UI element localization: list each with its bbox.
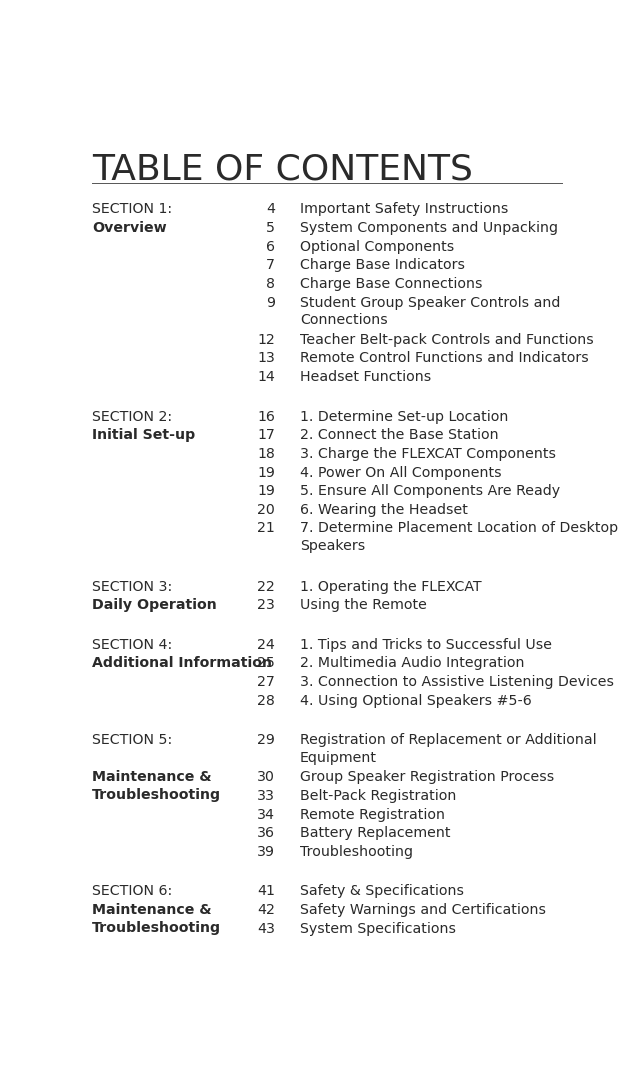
Text: 5: 5 (266, 221, 275, 235)
Text: Student Group Speaker Controls and
Connections: Student Group Speaker Controls and Conne… (300, 295, 560, 327)
Text: 8: 8 (266, 277, 275, 291)
Text: 25: 25 (257, 656, 275, 670)
Text: 19: 19 (257, 485, 275, 499)
Text: 18: 18 (257, 447, 275, 461)
Text: Remote Control Functions and Indicators: Remote Control Functions and Indicators (300, 351, 588, 365)
Text: 7. Determine Placement Location of Desktop
Speakers: 7. Determine Placement Location of Deskt… (300, 521, 618, 554)
Text: 19: 19 (257, 465, 275, 479)
Text: 27: 27 (257, 675, 275, 689)
Text: 17: 17 (257, 429, 275, 443)
Text: Belt-Pack Registration: Belt-Pack Registration (300, 789, 456, 803)
Text: 21: 21 (257, 521, 275, 535)
Text: 2. Multimedia Audio Integration: 2. Multimedia Audio Integration (300, 656, 524, 670)
Text: SECTION 3:: SECTION 3: (92, 579, 172, 593)
Text: System Components and Unpacking: System Components and Unpacking (300, 221, 558, 235)
Text: Charge Base Indicators: Charge Base Indicators (300, 258, 464, 272)
Text: 22: 22 (257, 579, 275, 593)
Text: 6: 6 (266, 239, 275, 253)
Text: Optional Components: Optional Components (300, 239, 454, 253)
Text: 4: 4 (266, 202, 275, 216)
Text: 33: 33 (257, 789, 275, 803)
Text: 1. Tips and Tricks to Successful Use: 1. Tips and Tricks to Successful Use (300, 638, 552, 652)
Text: SECTION 1:: SECTION 1: (92, 202, 172, 216)
Text: 4. Using Optional Speakers #5-6: 4. Using Optional Speakers #5-6 (300, 694, 531, 708)
Text: Safety Warnings and Certifications: Safety Warnings and Certifications (300, 903, 545, 917)
Text: Group Speaker Registration Process: Group Speaker Registration Process (300, 770, 554, 784)
Text: Remote Registration: Remote Registration (300, 808, 445, 822)
Text: Daily Operation: Daily Operation (92, 598, 217, 612)
Text: 28: 28 (257, 694, 275, 708)
Text: Overview: Overview (92, 221, 167, 235)
Text: SECTION 2:: SECTION 2: (92, 409, 172, 423)
Text: 16: 16 (257, 409, 275, 423)
Text: 14: 14 (257, 370, 275, 384)
Text: Battery Replacement: Battery Replacement (300, 826, 450, 840)
Text: Safety & Specifications: Safety & Specifications (300, 884, 464, 898)
Text: Additional Information: Additional Information (92, 656, 272, 670)
Text: 36: 36 (257, 826, 275, 840)
Text: SECTION 4:: SECTION 4: (92, 638, 172, 652)
Text: Registration of Replacement or Additional
Equipment: Registration of Replacement or Additiona… (300, 733, 597, 765)
Text: 30: 30 (257, 770, 275, 784)
Text: Important Safety Instructions: Important Safety Instructions (300, 202, 508, 216)
Text: 1. Operating the FLEXCAT: 1. Operating the FLEXCAT (300, 579, 482, 593)
Text: 9: 9 (266, 295, 275, 309)
Text: 23: 23 (257, 598, 275, 612)
Text: 4. Power On All Components: 4. Power On All Components (300, 465, 501, 479)
Text: Initial Set-up: Initial Set-up (92, 429, 195, 443)
Text: 6. Wearing the Headset: 6. Wearing the Headset (300, 503, 468, 517)
Text: 20: 20 (257, 503, 275, 517)
Text: Maintenance &
Troubleshooting: Maintenance & Troubleshooting (92, 770, 221, 802)
Text: 13: 13 (257, 351, 275, 365)
Text: 2. Connect the Base Station: 2. Connect the Base Station (300, 429, 498, 443)
Text: 5. Ensure All Components Are Ready: 5. Ensure All Components Are Ready (300, 485, 560, 499)
Text: 3. Charge the FLEXCAT Components: 3. Charge the FLEXCAT Components (300, 447, 556, 461)
Text: Headset Functions: Headset Functions (300, 370, 431, 384)
Text: 12: 12 (257, 333, 275, 347)
Text: 34: 34 (257, 808, 275, 822)
Text: SECTION 6:: SECTION 6: (92, 884, 172, 898)
Text: Charge Base Connections: Charge Base Connections (300, 277, 482, 291)
Text: TABLE OF CONTENTS: TABLE OF CONTENTS (92, 153, 473, 186)
Text: 41: 41 (257, 884, 275, 898)
Text: 43: 43 (257, 922, 275, 936)
Text: 42: 42 (257, 903, 275, 917)
Text: SECTION 5:: SECTION 5: (92, 733, 172, 747)
Text: Using the Remote: Using the Remote (300, 598, 427, 612)
Text: 29: 29 (257, 733, 275, 747)
Text: System Specifications: System Specifications (300, 922, 456, 936)
Text: Troubleshooting: Troubleshooting (300, 845, 413, 859)
Text: 1. Determine Set-up Location: 1. Determine Set-up Location (300, 409, 508, 423)
Text: 3. Connection to Assistive Listening Devices: 3. Connection to Assistive Listening Dev… (300, 675, 614, 689)
Text: 39: 39 (257, 845, 275, 859)
Text: Maintenance &
Troubleshooting: Maintenance & Troubleshooting (92, 903, 221, 935)
Text: 24: 24 (257, 638, 275, 652)
Text: 7: 7 (266, 258, 275, 272)
Text: Teacher Belt-pack Controls and Functions: Teacher Belt-pack Controls and Functions (300, 333, 593, 347)
